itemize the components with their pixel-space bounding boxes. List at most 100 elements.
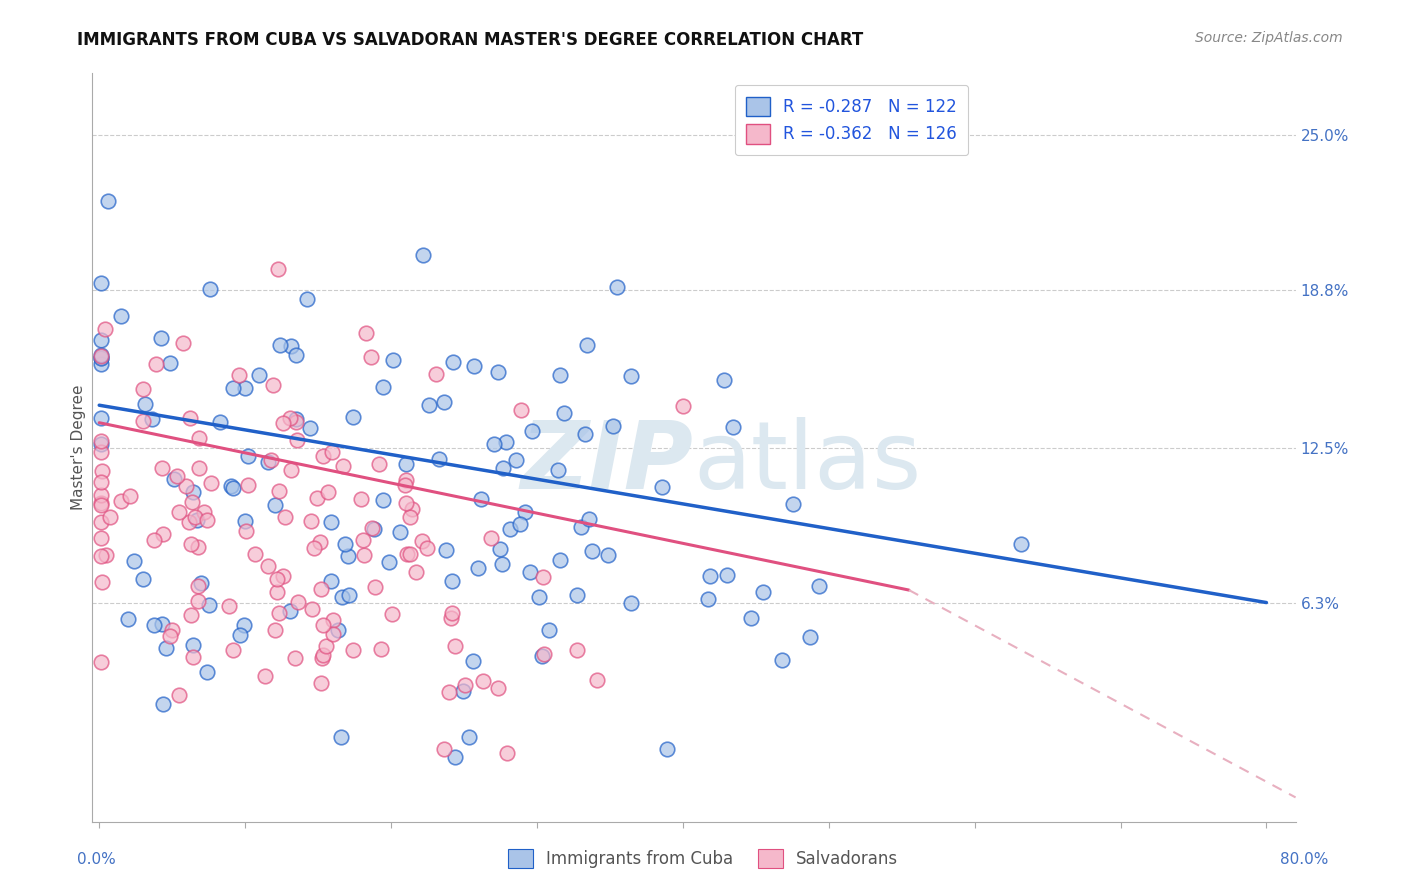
Point xyxy=(110,493,132,508)
Point xyxy=(569,520,592,534)
Point xyxy=(262,378,284,392)
Point xyxy=(195,513,218,527)
Point xyxy=(181,649,204,664)
Point xyxy=(228,628,250,642)
Point xyxy=(274,510,297,524)
Point xyxy=(181,494,204,508)
Point xyxy=(352,533,374,548)
Point xyxy=(453,678,475,692)
Point xyxy=(263,623,285,637)
Point xyxy=(311,648,333,662)
Point xyxy=(433,395,456,409)
Point xyxy=(440,574,463,589)
Point xyxy=(482,437,505,451)
Point xyxy=(363,522,385,536)
Point xyxy=(159,356,181,370)
Legend: Immigrants from Cuba, Salvadorans: Immigrants from Cuba, Salvadorans xyxy=(501,843,905,875)
Point xyxy=(311,651,333,665)
Point xyxy=(187,593,209,607)
Point xyxy=(169,688,191,702)
Y-axis label: Master's Degree: Master's Degree xyxy=(72,385,86,510)
Point xyxy=(356,326,378,340)
Point xyxy=(335,537,357,551)
Point xyxy=(361,521,384,535)
Point xyxy=(163,472,186,486)
Point xyxy=(166,469,188,483)
Point xyxy=(441,355,464,369)
Point xyxy=(342,409,364,424)
Point xyxy=(578,512,600,526)
Point xyxy=(228,368,250,382)
Point xyxy=(267,262,290,277)
Point xyxy=(531,648,554,663)
Point xyxy=(235,381,257,395)
Point xyxy=(266,572,288,586)
Point xyxy=(398,547,420,561)
Point xyxy=(266,585,288,599)
Point xyxy=(90,498,112,512)
Point xyxy=(322,626,344,640)
Point xyxy=(222,381,245,395)
Point xyxy=(395,496,418,510)
Point xyxy=(519,565,541,579)
Point xyxy=(219,479,242,493)
Point xyxy=(269,337,291,351)
Point xyxy=(193,505,215,519)
Point xyxy=(548,553,571,567)
Point xyxy=(486,681,509,695)
Point xyxy=(221,481,243,495)
Point xyxy=(509,517,531,532)
Point xyxy=(267,483,290,498)
Point xyxy=(368,457,391,471)
Point xyxy=(195,665,218,679)
Point xyxy=(721,420,744,434)
Point xyxy=(353,548,375,562)
Point xyxy=(716,568,738,582)
Point xyxy=(100,509,122,524)
Point xyxy=(548,368,571,382)
Point xyxy=(301,602,323,616)
Point xyxy=(553,406,575,420)
Point xyxy=(425,368,447,382)
Point xyxy=(565,643,588,657)
Point xyxy=(150,461,173,475)
Point xyxy=(520,424,543,438)
Point xyxy=(90,351,112,365)
Point xyxy=(309,582,332,597)
Point xyxy=(489,542,512,557)
Point xyxy=(463,359,485,373)
Point xyxy=(90,411,112,425)
Point xyxy=(90,475,112,489)
Point xyxy=(411,533,433,548)
Point xyxy=(312,618,335,632)
Point xyxy=(90,549,112,563)
Point xyxy=(437,685,460,699)
Point xyxy=(337,549,360,564)
Point xyxy=(309,534,332,549)
Point xyxy=(495,434,517,449)
Point xyxy=(181,484,204,499)
Point xyxy=(200,476,222,491)
Point xyxy=(619,368,641,383)
Point xyxy=(326,623,349,637)
Point xyxy=(218,599,240,614)
Point xyxy=(90,357,112,371)
Point xyxy=(177,515,200,529)
Point xyxy=(596,548,619,562)
Point xyxy=(388,524,411,539)
Point xyxy=(533,647,555,661)
Point xyxy=(122,554,145,568)
Point xyxy=(565,588,588,602)
Point xyxy=(342,643,364,657)
Point xyxy=(298,421,321,435)
Point xyxy=(221,643,243,657)
Point xyxy=(586,673,609,687)
Point xyxy=(90,574,112,589)
Point xyxy=(284,650,307,665)
Point xyxy=(576,338,599,352)
Point xyxy=(547,463,569,477)
Point xyxy=(188,461,211,475)
Point xyxy=(360,350,382,364)
Point xyxy=(145,357,167,371)
Point xyxy=(90,516,112,530)
